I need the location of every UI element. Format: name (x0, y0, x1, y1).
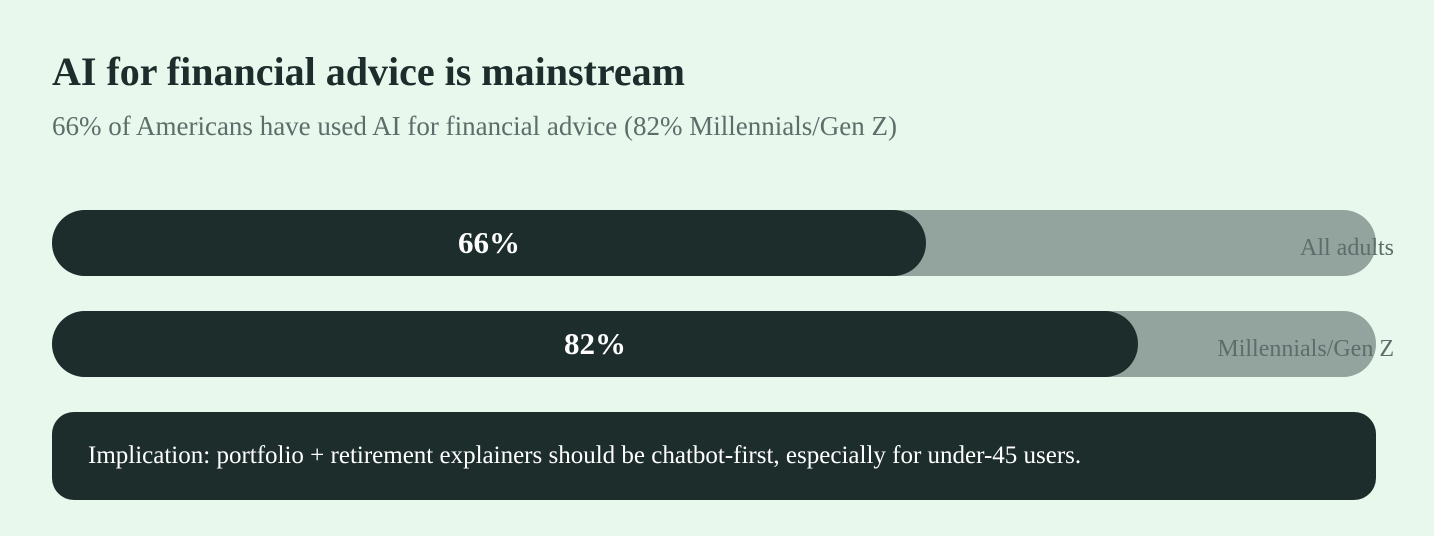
chart-title: AI for financial advice is mainstream (52, 49, 685, 94)
bar-category-label: Millennials/Gen Z (1217, 336, 1394, 362)
bar-value-label: 66% (458, 225, 520, 260)
chart-subtitle: 66% of Americans have used AI for financ… (52, 111, 897, 141)
bar-all-adults: 66% (52, 210, 926, 276)
bar-track-all-adults: 66% All adults (52, 210, 1394, 276)
bar-millennials-gen-z: 82% (52, 311, 1138, 377)
bar-value-label: 82% (564, 326, 626, 361)
bar-category-label: All adults (1300, 235, 1394, 261)
bar-track-millennials-gen-z: 82% Millennials/Gen Z (52, 311, 1394, 377)
implication-callout: Implication: portfolio + retirement expl… (52, 412, 1376, 500)
implication-text: Implication: portfolio + retirement expl… (88, 442, 1082, 469)
